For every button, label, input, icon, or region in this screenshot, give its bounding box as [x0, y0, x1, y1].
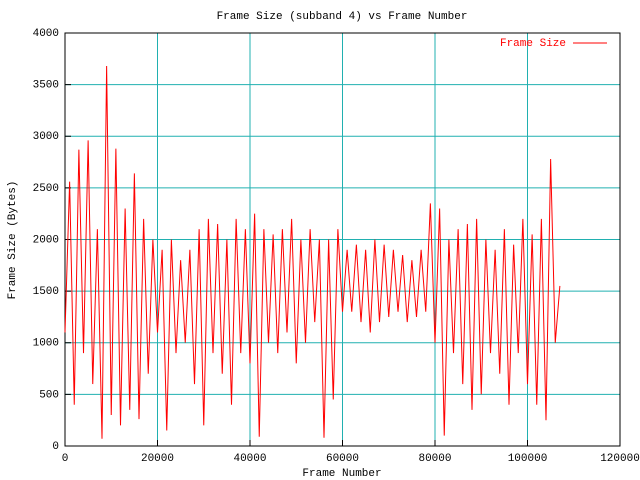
x-axis-label: Frame Number [302, 468, 381, 480]
y-tick-label: 3000 [33, 131, 59, 143]
x-tick-label: 100000 [508, 453, 548, 465]
y-tick-label: 3500 [33, 80, 59, 92]
y-tick-label: 1500 [33, 286, 59, 298]
y-axis-label: Frame Size (Bytes) [7, 181, 19, 300]
legend-label: Frame Size [500, 38, 566, 50]
y-tick-label: 0 [52, 441, 59, 453]
x-tick-label: 40000 [233, 453, 266, 465]
y-tick-label: 2000 [33, 234, 59, 246]
y-tick-label: 2500 [33, 183, 59, 195]
x-tick-label: 20000 [141, 453, 174, 465]
x-tick-label: 80000 [418, 453, 451, 465]
y-tick-label: 4000 [33, 28, 59, 40]
chart-title: Frame Size (subband 4) vs Frame Number [217, 11, 468, 23]
plot-frame [64, 32, 621, 447]
y-tick-label: 1000 [33, 338, 59, 350]
data-line [64, 66, 561, 439]
y-tick-label: 500 [39, 389, 59, 401]
x-tick-label: 0 [62, 453, 69, 465]
x-tick-label: 120000 [600, 453, 640, 465]
x-tick-label: 60000 [326, 453, 359, 465]
